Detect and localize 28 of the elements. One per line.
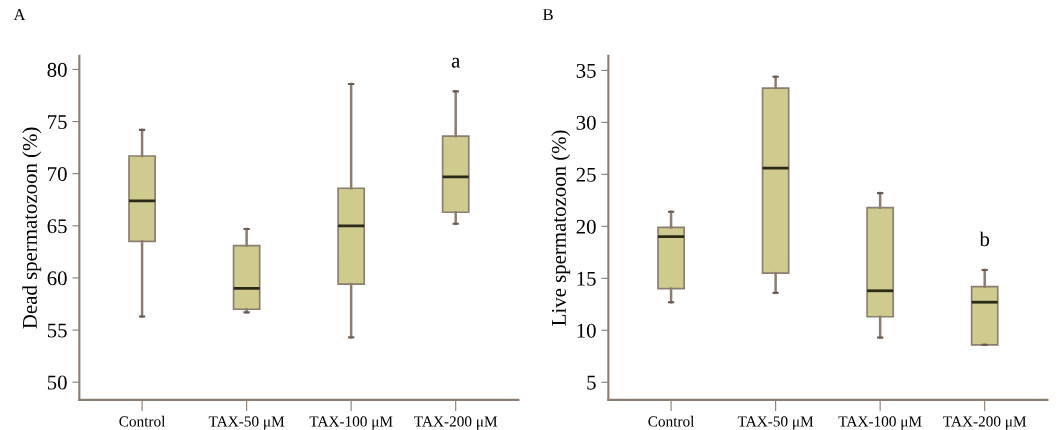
x-tick-label: TAX-200 μM — [414, 416, 498, 430]
x-tick-label: TAX-100 μM — [838, 416, 922, 430]
x-tick-label: Control — [119, 415, 166, 427]
y-tick-label: 25 — [576, 167, 596, 182]
x-tick-label: Control — [648, 415, 695, 427]
x-tick-label: TAX-100 μM — [309, 416, 393, 430]
y-tick-label: 30 — [576, 115, 596, 130]
annotation: b — [979, 231, 990, 247]
y-tick-label: 15 — [577, 271, 596, 286]
y-tick-label: 35 — [576, 63, 596, 78]
x-tick-label: TAX-50 μM — [208, 416, 285, 430]
y-tick-label: 70 — [48, 167, 67, 182]
y-tick-label: 5 — [587, 375, 596, 390]
x-tick-label: TAX-50 μM — [737, 416, 814, 430]
y-tick-label: 65 — [47, 219, 67, 234]
y-tick-label: 55 — [47, 323, 67, 338]
x-tick-label: TAX-200 μM — [943, 416, 1027, 430]
y-axis-title: Dead spermatozoon (%) — [22, 127, 42, 329]
y-axis-title: Live spermatozoon (%) — [551, 130, 571, 326]
chart-title: A — [13, 9, 26, 21]
y-tick-label: 80 — [47, 62, 67, 77]
y-tick-label: 10 — [577, 323, 596, 338]
y-tick-label: 75 — [48, 115, 67, 130]
y-tick-label: 50 — [47, 375, 67, 390]
chart-title: B — [542, 9, 553, 21]
y-tick-label: 20 — [576, 219, 596, 234]
annotation: a — [451, 57, 461, 68]
y-tick-label: 60 — [47, 271, 67, 286]
